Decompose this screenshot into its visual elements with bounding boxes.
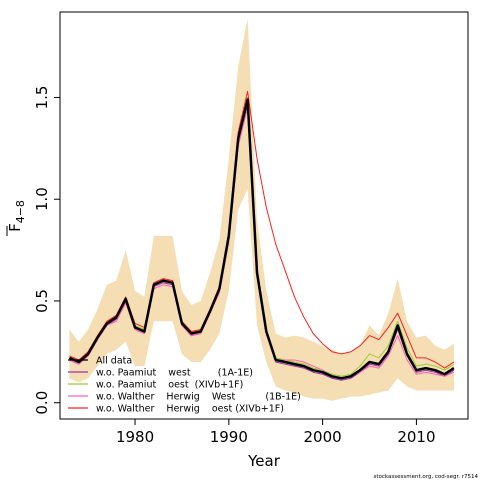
y-axis-label: F4−8 (6, 200, 27, 236)
series-line-0 (68, 98, 455, 380)
x-tick-label: 1980 (116, 428, 154, 446)
y-tick-label: 1.5 (33, 86, 51, 110)
y-axis: 0.0 0.5 1.0 1.5 (33, 86, 60, 415)
y-axis-label-main: F (6, 223, 24, 232)
y-tick-label: 1.0 (33, 187, 51, 211)
svg-text:F4−8: F4−8 (6, 200, 27, 232)
y-tick-label: 0.0 (33, 391, 51, 415)
plot-frame (59, 11, 469, 420)
x-axis-label: Year (247, 452, 281, 470)
x-tick-label: 2000 (304, 428, 342, 446)
legend-label: w.o. Walther Herwig oest (XIVb+1F) (96, 404, 284, 415)
confidence-band (69, 18, 454, 401)
band-area (69, 18, 454, 401)
footer-note: stockassessment.org, cod-segr. r7514 (374, 474, 479, 480)
y-axis-label-sub: 4−8 (14, 200, 27, 223)
legend-label: All data (96, 356, 132, 367)
x-tick-label: 1990 (210, 428, 248, 446)
legend-label: w.o. Walther Herwig West (1B-1E) (96, 392, 301, 403)
legend-label: w.o. Paamiut oest (XIVb+1F) (96, 380, 243, 391)
series-lines (68, 90, 455, 381)
y-tick-label: 0.5 (33, 289, 51, 313)
legend-label: w.o. Paamiut west (1A-1E) (96, 368, 253, 379)
x-tick-label: 2010 (397, 428, 435, 446)
x-axis: 1980 1990 2000 2010 (116, 419, 436, 446)
